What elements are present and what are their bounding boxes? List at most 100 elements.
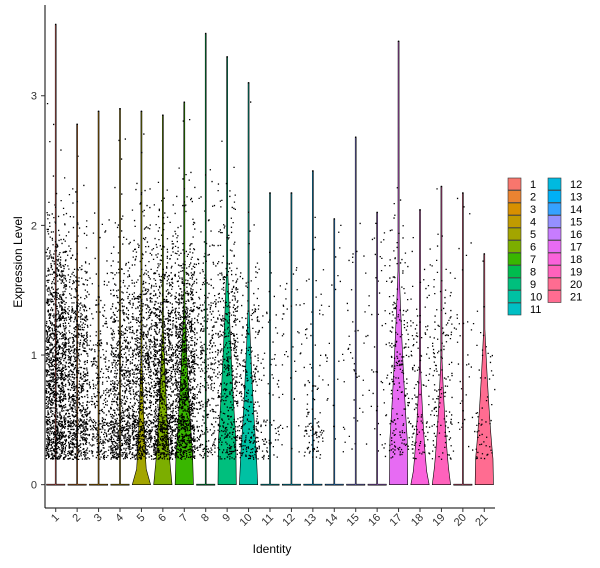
plot-area: [44, 5, 496, 509]
jitter-points-4: [109, 138, 132, 460]
x-tick-label: 13: [302, 512, 319, 529]
x-tick-label: 12: [280, 512, 297, 529]
legend-swatch: [547, 290, 562, 303]
legend-item-6: 6: [507, 240, 536, 254]
violin-3: [89, 111, 109, 486]
legend-item-20: 20: [547, 277, 582, 291]
x-axis-title: Identity: [253, 542, 292, 556]
max-point-6: [162, 114, 164, 116]
legend-swatch: [507, 190, 522, 203]
jitter-points-5: [131, 133, 153, 460]
violin-10: [239, 82, 259, 485]
legend-item-3: 3: [507, 202, 536, 216]
legend-item-8: 8: [507, 265, 536, 279]
max-point-21: [483, 253, 485, 255]
max-point-9: [226, 56, 228, 58]
jitter-points-8: [195, 169, 218, 459]
x-tick-label: 5: [135, 512, 148, 525]
legend-swatch: [507, 290, 522, 303]
legend-item-21: 21: [547, 290, 582, 304]
legend-item-9: 9: [507, 277, 536, 291]
max-point-5: [140, 110, 143, 113]
legend-label: 19: [570, 267, 582, 279]
violin-20: [453, 192, 473, 486]
y-axis-ticks: 0 1 2 3: [31, 91, 45, 492]
violin-group-3: [88, 110, 110, 486]
legend-swatch: [507, 252, 522, 266]
x-tick-label: 6: [156, 512, 169, 525]
max-point-10: [247, 82, 250, 84]
violin-group-13: [303, 170, 325, 486]
jitter-points-10: [238, 101, 260, 460]
legend-label: 8: [530, 267, 536, 279]
legend-swatch: [507, 227, 522, 241]
legend-label: 5: [530, 229, 536, 241]
violin-group-2: [67, 123, 89, 486]
legend-label: 16: [570, 229, 582, 241]
legend-item-14: 14: [547, 202, 582, 216]
max-point-18: [419, 209, 421, 211]
legend-item-4: 4: [507, 215, 536, 229]
max-point-11: [269, 192, 271, 194]
legend-swatch: [547, 227, 562, 241]
x-tick-label: 3: [92, 512, 105, 525]
legend-label: 18: [570, 254, 582, 266]
jitter-points-7: [174, 119, 196, 460]
y-axis-title: Expression Level: [11, 216, 25, 307]
violin-group-15: [346, 136, 368, 486]
max-point-17: [397, 40, 400, 42]
x-tick-label: 10: [238, 512, 255, 529]
legend-swatch: [507, 302, 522, 316]
jitter-points-15: [346, 222, 368, 450]
x-tick-label: 15: [345, 512, 362, 529]
violin-group-6: [152, 114, 175, 485]
legend-swatch: [547, 190, 562, 203]
jitter-points-13: [303, 216, 325, 459]
legend-item-11: 11: [507, 302, 541, 316]
legend-item-5: 5: [507, 227, 536, 241]
legend-label: 13: [570, 192, 582, 204]
x-tick-label: 19: [430, 512, 447, 529]
legend-item-15: 15: [547, 215, 582, 229]
jitter-points-6: [152, 181, 175, 460]
x-tick-label: 17: [388, 512, 405, 529]
violin-group-1: [45, 23, 68, 486]
y-tick-label: 1: [31, 350, 37, 362]
jitter-points-18: [410, 237, 432, 460]
x-tick-label: 2: [70, 512, 83, 525]
legend-swatch: [547, 202, 562, 216]
violin-group-11: [260, 192, 282, 486]
violin-group-8: [195, 32, 218, 486]
legend-label: 15: [570, 217, 582, 229]
violin-group-9: [217, 56, 239, 485]
legend-label: 17: [570, 242, 582, 254]
max-point-1: [55, 23, 57, 26]
legend-label: 11: [530, 304, 541, 316]
violin-15: [346, 136, 366, 486]
legend-label: 7: [530, 254, 536, 266]
violin-group-21: [474, 253, 496, 485]
max-point-14: [333, 218, 335, 220]
legend-item-10: 10: [507, 290, 542, 304]
legend-label: 12: [570, 179, 582, 191]
legend-item-19: 19: [547, 265, 582, 279]
x-tick-label: 9: [220, 512, 233, 525]
max-point-2: [76, 123, 78, 125]
legend-label: 2: [530, 192, 536, 204]
x-tick-label: 1: [49, 512, 62, 525]
violin-group-5: [131, 110, 153, 485]
jitter-points-3: [88, 212, 110, 460]
legend-swatch: [507, 240, 522, 253]
max-point-8: [205, 32, 207, 35]
legend-swatch: [507, 202, 522, 216]
x-axis-ticks: 1 2 3 4 5 6 7 8 9 10 11 12 13 14 15 16 17 18 19 20 21: [49, 508, 490, 529]
violin-group-14: [324, 218, 346, 486]
x-tick-label: 8: [199, 512, 212, 525]
y-tick-label: 2: [31, 220, 37, 232]
jitter-points-1: [45, 103, 68, 460]
max-point-7: [183, 101, 185, 103]
legend-swatch: [547, 177, 562, 191]
y-tick-label: 3: [31, 91, 37, 103]
